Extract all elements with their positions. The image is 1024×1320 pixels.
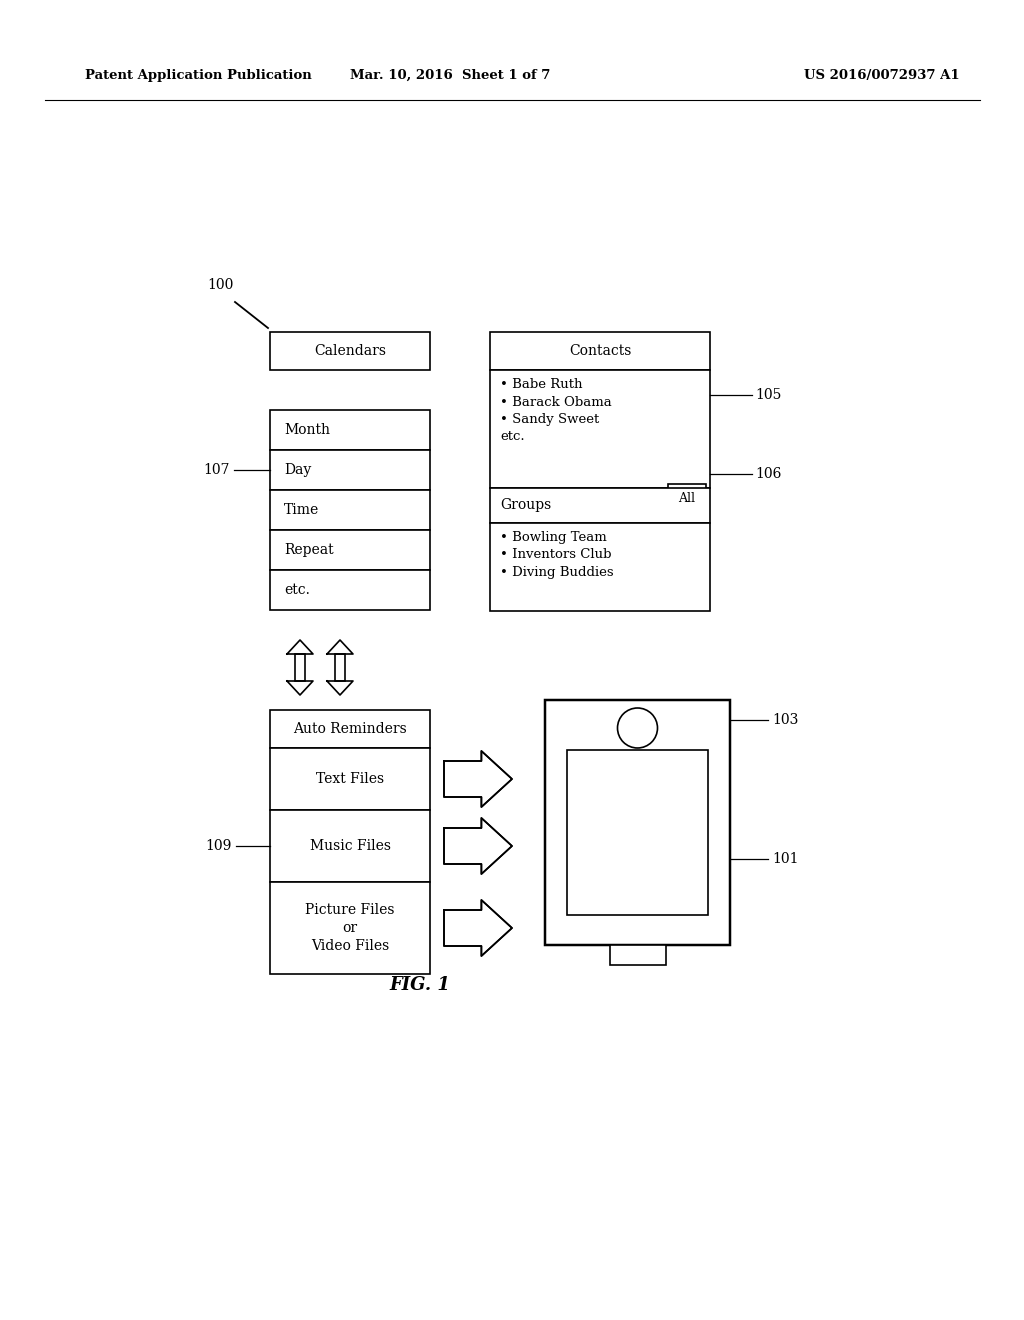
Bar [490,370,710,488]
Text: Contacts: Contacts [568,345,631,358]
Bar [270,411,430,450]
Bar [270,882,430,974]
Text: Music Files: Music Files [309,840,390,853]
Text: 107: 107 [204,463,230,477]
Polygon shape [444,818,512,874]
Text: 103: 103 [772,713,799,727]
Text: Text Files: Text Files [316,772,384,785]
Bar [270,710,430,748]
Polygon shape [444,751,512,807]
Bar [545,700,730,945]
Text: Groups: Groups [500,499,551,512]
Text: US 2016/0072937 A1: US 2016/0072937 A1 [805,69,961,82]
Text: 109: 109 [206,840,232,853]
Text: Day: Day [284,463,311,477]
Text: All: All [679,491,695,504]
Text: 101: 101 [772,853,799,866]
Bar [270,450,430,490]
Bar [270,570,430,610]
Text: Mar. 10, 2016  Sheet 1 of 7: Mar. 10, 2016 Sheet 1 of 7 [350,69,550,82]
Bar [490,333,710,370]
Bar [335,653,345,681]
Text: Month: Month [284,422,330,437]
Bar [295,653,305,681]
Bar [270,531,430,570]
Bar [270,490,430,531]
Text: etc.: etc. [284,583,310,597]
Bar [490,523,710,611]
Bar [567,750,708,915]
Text: • Babe Ruth
• Barack Obama
• Sandy Sweet
etc.: • Babe Ruth • Barack Obama • Sandy Sweet… [500,378,611,444]
Polygon shape [444,900,512,956]
Bar [668,484,706,512]
Bar [270,333,430,370]
Text: FIG. 1: FIG. 1 [389,975,451,994]
Circle shape [617,708,657,748]
Text: 105: 105 [755,388,781,403]
Bar [490,488,710,523]
Text: Repeat: Repeat [284,543,334,557]
Bar [270,810,430,882]
Text: Auto Reminders: Auto Reminders [293,722,407,737]
Bar [270,748,430,810]
Text: 106: 106 [755,467,781,480]
Text: Picture Files
or
Video Files: Picture Files or Video Files [305,903,394,953]
Bar [609,945,666,965]
Text: • Bowling Team
• Inventors Club
• Diving Buddies: • Bowling Team • Inventors Club • Diving… [500,531,613,579]
Text: Patent Application Publication: Patent Application Publication [85,69,311,82]
Text: Calendars: Calendars [314,345,386,358]
Text: Time: Time [284,503,319,517]
Text: 100: 100 [207,279,233,292]
